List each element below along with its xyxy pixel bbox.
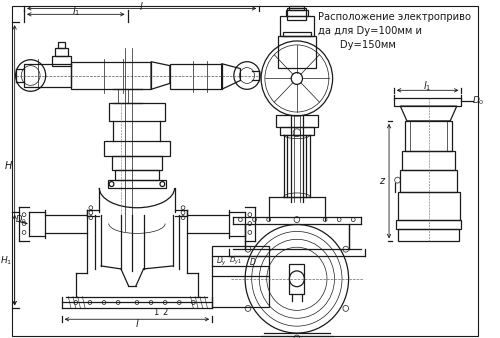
Bar [276,115,318,127]
Bar [398,192,460,220]
Text: $D_у$: $D_у$ [216,255,227,268]
Text: $H$: $H$ [4,159,13,171]
Bar [394,98,462,106]
Text: 2: 2 [162,308,168,317]
Text: $l_1$: $l_1$ [72,4,80,18]
Bar [24,64,71,87]
Bar [290,264,304,294]
Bar [278,36,316,68]
Bar [108,103,165,121]
Text: $l$: $l$ [134,317,140,329]
Bar [104,141,170,156]
Text: $H_1$: $H_1$ [0,255,13,267]
Bar [402,150,455,170]
Bar [55,48,68,56]
Bar [112,156,162,170]
Bar [398,230,458,241]
Bar [286,10,308,16]
Bar [116,170,158,180]
Bar [280,16,314,36]
Bar [290,6,304,10]
Text: $D_{у1}$: $D_{у1}$ [230,255,242,267]
Bar [108,180,166,188]
Bar [396,220,462,230]
Bar [280,127,314,135]
Text: $D_0$: $D_0$ [472,95,484,107]
Bar [282,32,311,36]
Bar [71,62,151,89]
Text: 1: 1 [153,308,158,317]
Text: $l_1$: $l_1$ [424,79,432,93]
Text: $z$: $z$ [379,176,386,186]
Bar [58,42,66,48]
Text: $l$: $l$ [140,0,144,13]
Bar [170,64,222,89]
Text: $D_0$: $D_0$ [16,213,27,226]
Bar [405,121,452,150]
Bar [400,170,457,192]
Text: $D$: $D$ [249,256,256,267]
Text: Расположение электроприво
да для Dy=100мм и
       Dy=150мм: Расположение электроприво да для Dy=100м… [318,13,472,50]
Bar [52,56,71,66]
Bar [212,246,268,307]
Bar [288,8,306,20]
